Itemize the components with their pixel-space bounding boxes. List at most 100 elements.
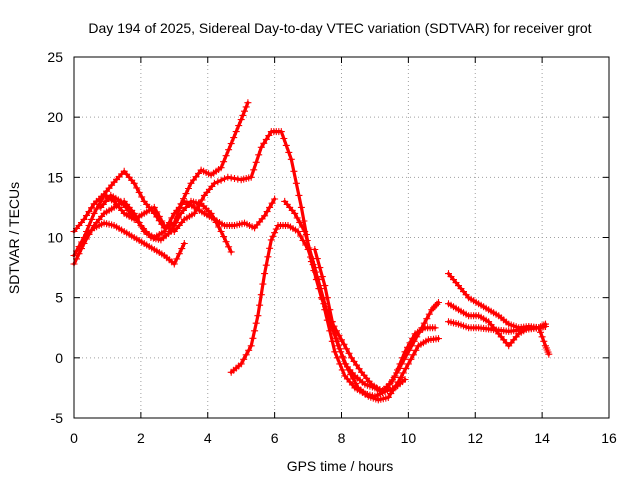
- x-tick-label: 12: [467, 430, 483, 446]
- data-point: [225, 243, 233, 251]
- data-point: [168, 214, 176, 222]
- series-8: [311, 246, 409, 395]
- data-point: [280, 135, 288, 142]
- data-point: [135, 188, 143, 196]
- data-point: [343, 345, 350, 353]
- data-point: [250, 166, 258, 174]
- y-axis-label: SDTVAR / TECUs: [6, 182, 22, 294]
- series-5: [97, 191, 235, 256]
- data-point: [160, 228, 168, 235]
- data-point: [542, 323, 549, 330]
- data-point: [340, 340, 348, 348]
- data-point: [257, 291, 265, 299]
- x-tick-label: 16: [601, 430, 617, 446]
- data-point: [265, 132, 273, 139]
- data-point: [153, 208, 161, 216]
- data-point: [313, 255, 321, 263]
- y-tick-label: 5: [55, 290, 63, 306]
- data-point: [350, 357, 358, 365]
- data-point: [264, 253, 272, 261]
- data-point: [133, 184, 141, 192]
- y-tick-label: -5: [51, 410, 64, 426]
- series-11: [445, 318, 549, 335]
- data-point: [303, 237, 311, 244]
- data-point: [318, 273, 326, 281]
- data-point: [435, 299, 442, 306]
- data-point: [260, 139, 268, 147]
- data-point: [271, 229, 279, 237]
- data-point: [217, 164, 225, 172]
- data-point: [210, 179, 218, 187]
- data-point: [230, 134, 238, 142]
- data-point: [407, 355, 415, 363]
- data-point: [180, 240, 188, 247]
- data-point: [540, 337, 548, 345]
- data-point: [397, 373, 405, 381]
- data-point: [282, 141, 290, 149]
- data-point: [220, 233, 228, 241]
- data-point: [222, 152, 230, 160]
- data-point: [321, 282, 329, 290]
- data-point: [170, 260, 178, 268]
- data-point: [387, 390, 395, 398]
- data-point: [185, 185, 192, 192]
- data-point: [93, 205, 101, 213]
- data-point: [252, 158, 260, 166]
- data-point: [234, 175, 242, 183]
- data-point: [222, 238, 230, 246]
- data-point: [138, 193, 146, 201]
- data-point: [85, 208, 93, 216]
- series-7: [281, 197, 439, 400]
- x-tick-label: 0: [70, 430, 78, 446]
- data-point: [323, 316, 331, 324]
- data-point: [150, 203, 158, 211]
- series-4: [70, 219, 188, 268]
- data-point: [261, 212, 269, 220]
- data-point: [545, 350, 553, 358]
- data-point: [165, 219, 173, 226]
- data-point: [389, 376, 396, 384]
- data-point: [247, 173, 255, 181]
- data-point: [316, 285, 324, 293]
- data-point: [326, 306, 334, 314]
- data-point: [235, 122, 243, 130]
- data-point: [75, 243, 83, 250]
- data-point: [245, 346, 253, 354]
- data-point: [262, 135, 270, 143]
- data-point: [240, 355, 248, 363]
- data-point: [268, 199, 276, 207]
- data-point: [287, 155, 295, 163]
- data-point: [227, 248, 235, 256]
- grid: [74, 57, 609, 418]
- data-point: [333, 354, 341, 362]
- data-point: [83, 212, 90, 219]
- data-point: [336, 345, 344, 353]
- data-point: [170, 223, 177, 231]
- data-point: [345, 349, 353, 357]
- data-point: [227, 140, 235, 148]
- data-point: [242, 351, 250, 359]
- data-point: [409, 351, 417, 359]
- data-point: [296, 219, 304, 226]
- x-tick-label: 2: [137, 430, 145, 446]
- data-point: [355, 365, 363, 373]
- data-point: [301, 228, 309, 235]
- data-point: [401, 348, 409, 356]
- data-point: [225, 146, 233, 154]
- x-tick-label: 6: [271, 430, 279, 446]
- data-point: [391, 372, 399, 380]
- x-axis-label: GPS time / hours: [287, 458, 394, 474]
- series-layer: [70, 99, 553, 404]
- data-point: [328, 318, 336, 326]
- data-point: [269, 232, 277, 240]
- data-point: [224, 173, 232, 181]
- data-point: [252, 319, 260, 327]
- data-point: [412, 346, 420, 354]
- data-point: [221, 175, 228, 183]
- data-point: [215, 223, 223, 231]
- data-point: [316, 264, 324, 272]
- data-point: [217, 176, 225, 184]
- data-point: [266, 244, 274, 252]
- data-point: [406, 339, 414, 347]
